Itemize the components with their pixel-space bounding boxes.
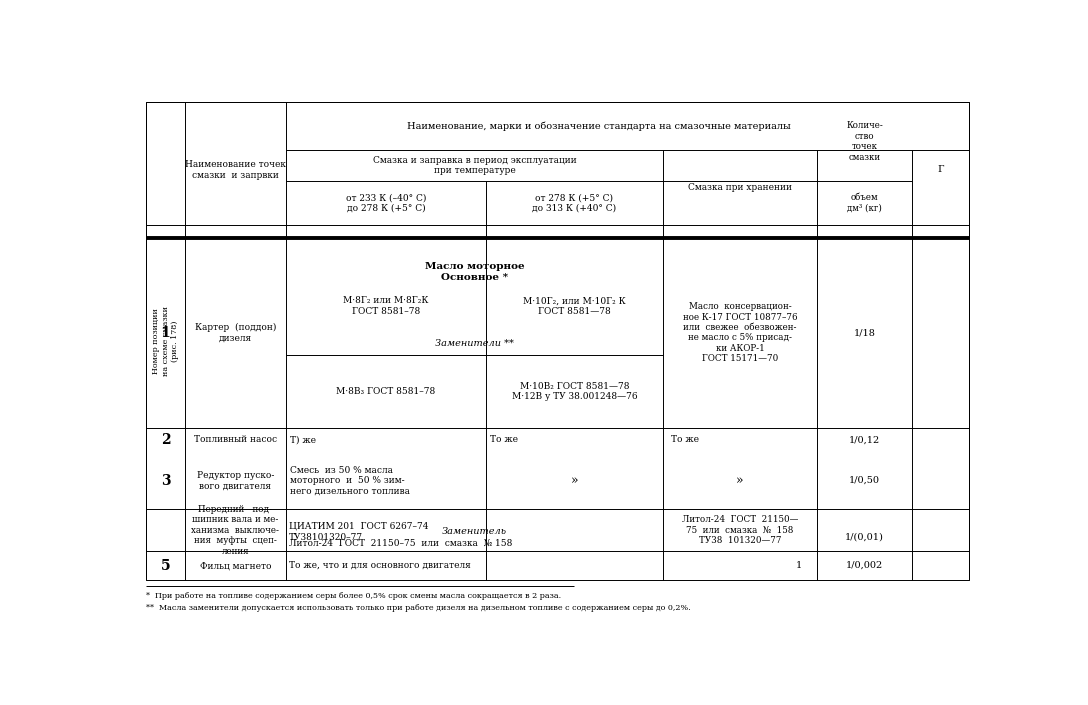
Text: 1: 1: [795, 561, 802, 570]
Text: Наименование, марки и обозначение стандарта на смазочные материалы: Наименование, марки и обозначение станда…: [407, 121, 791, 130]
Text: »: »: [570, 474, 579, 487]
Bar: [146, 102, 969, 580]
Text: 1/(0,01): 1/(0,01): [845, 532, 883, 541]
Text: Масло  консервацион-
ное К-17 ГОСТ 10877–76
или  свежее  обезвожен-
не масло с 5: Масло консервацион- ное К-17 ГОСТ 10877–…: [683, 302, 798, 363]
Text: М·8Г₂ или М·8Г₂К
ГОСТ 8581–78: М·8Г₂ или М·8Г₂К ГОСТ 8581–78: [344, 296, 429, 316]
Text: 1/0,12: 1/0,12: [849, 436, 880, 444]
Text: 2: 2: [161, 433, 171, 447]
Text: »: »: [737, 474, 744, 487]
Text: То же: То же: [490, 436, 518, 444]
Text: 1/0,50: 1/0,50: [849, 476, 880, 485]
Text: 3: 3: [161, 474, 171, 488]
Text: 1/0,002: 1/0,002: [845, 561, 883, 570]
Text: Литол-24  ГОСТ  21150—
75  или  смазка  №  158
ТУ38  101320—77: Литол-24 ГОСТ 21150— 75 или смазка № 158…: [682, 515, 799, 545]
Text: Заменитель: Заменитель: [442, 527, 507, 537]
Text: 1/18: 1/18: [854, 329, 876, 337]
Text: Смесь  из 50 % масла
моторного  и  50 % зим-
него дизельного топлива: Смесь из 50 % масла моторного и 50 % зим…: [290, 466, 410, 496]
Text: Литол-24  ГОСТ  21150–75  или  смазка  № 158: Литол-24 ГОСТ 21150–75 или смазка № 158: [288, 539, 512, 548]
Text: ЦИАТИМ 201  ГОСТ 6267–74: ЦИАТИМ 201 ГОСТ 6267–74: [288, 522, 428, 531]
Text: *  При работе на топливе содержанием серы более 0,5% срок смены масла сокращаетс: * При работе на топливе содержанием серы…: [146, 592, 561, 600]
Text: Т) же: Т) же: [290, 436, 317, 444]
Text: Фильц магнето: Фильц магнето: [200, 561, 271, 570]
Text: То же, что и для основного двигателя: То же, что и для основного двигателя: [288, 561, 470, 570]
Text: Смазка и заправка в период эксплуатации
при температуре: Смазка и заправка в период эксплуатации …: [373, 156, 577, 175]
Text: Смазка при хранении: Смазка при хранении: [688, 183, 792, 192]
Text: Редуктор пуско-
вого двигателя: Редуктор пуско- вого двигателя: [197, 471, 274, 490]
Text: М·8В₃ ГОСТ 8581–78: М·8В₃ ГОСТ 8581–78: [336, 387, 435, 396]
Text: от 278 К (+5° С)
до 313 К (+40° С): от 278 К (+5° С) до 313 К (+40° С): [532, 193, 617, 213]
Text: М·10Г₂, или М·10Г₂ К
ГОСТ 8581—78: М·10Г₂, или М·10Г₂ К ГОСТ 8581—78: [523, 296, 626, 316]
Text: **  Масла заменители допускается использовать только при работе дизеля на дизель: ** Масла заменители допускается использо…: [146, 604, 691, 612]
Text: объем
дм³ (кг): объем дм³ (кг): [848, 193, 882, 213]
Text: от 233 К (–40° С)
до 278 К (+5° С): от 233 К (–40° С) до 278 К (+5° С): [346, 193, 426, 213]
Text: Г: Г: [937, 166, 943, 174]
Text: Количе-
ство
точек
смазки: Количе- ство точек смазки: [846, 121, 882, 161]
Text: Картер  (поддон)
дизеля: Картер (поддон) дизеля: [195, 323, 276, 343]
Text: То же: То же: [671, 436, 700, 444]
Text: Наименование точек
смазки  и запрвки: Наименование точек смазки и запрвки: [185, 160, 286, 180]
Text: М·10В₂ ГОСТ 8581—78
М·12В у ТУ 38.001248—76: М·10В₂ ГОСТ 8581—78 М·12В у ТУ 38.001248…: [511, 382, 638, 401]
Text: Заменители **: Заменители **: [435, 339, 514, 348]
Text: 1: 1: [161, 326, 171, 340]
Text: Топливный насос: Топливный насос: [194, 436, 277, 444]
Text: ТУ38101320–77: ТУ38101320–77: [288, 532, 362, 541]
Text: Номер позиции
на схеме смазки
(рис. 178): Номер позиции на схеме смазки (рис. 178): [152, 306, 178, 376]
Text: Масло моторное
Основное *: Масло моторное Основное *: [424, 262, 524, 281]
Text: Передний   под-
шипник вала и ме-
ханизма  выключе-
ния  муфты  сцеп-
ления: Передний под- шипник вала и ме- ханизма …: [191, 505, 280, 556]
Text: 5: 5: [161, 558, 171, 572]
